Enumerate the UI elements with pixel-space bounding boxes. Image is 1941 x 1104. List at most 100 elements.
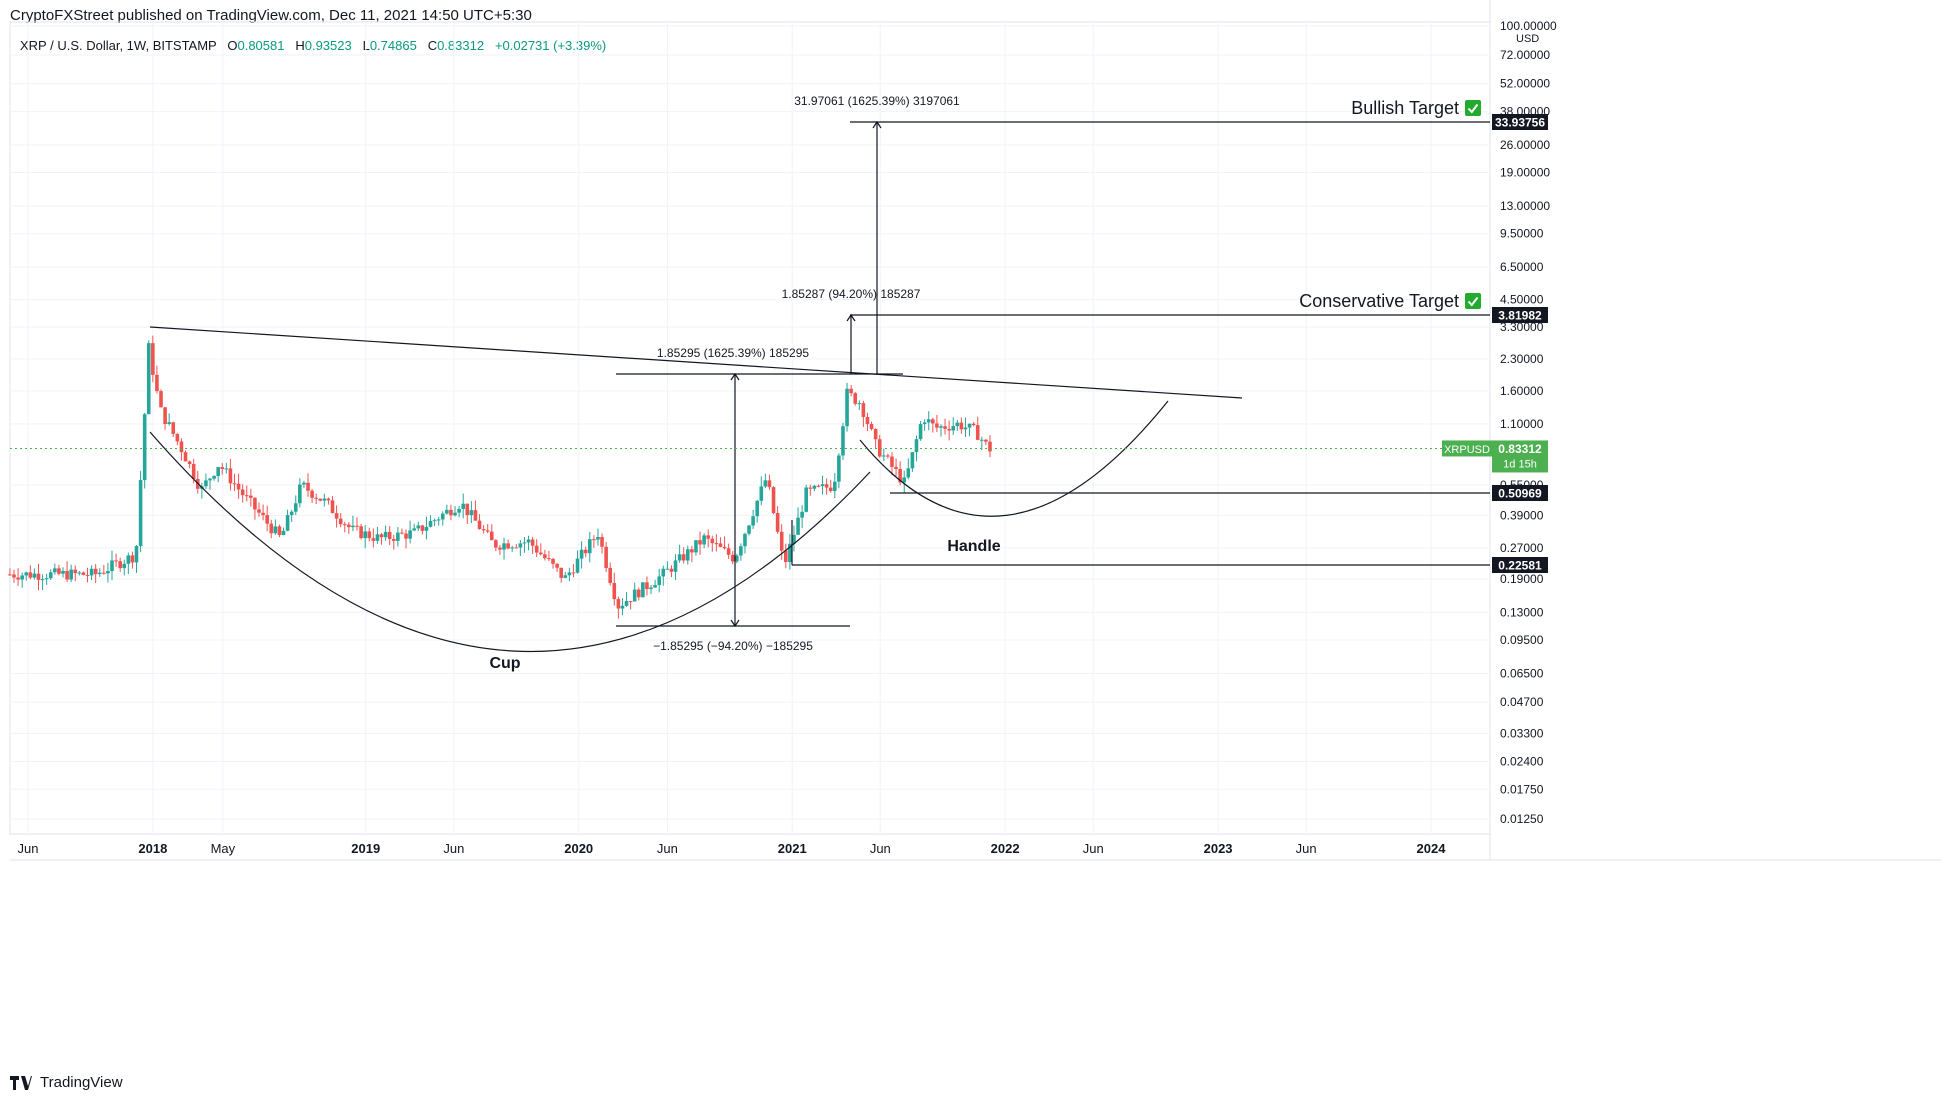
candle-body (514, 547, 519, 549)
price-tags: 33.93756 3.81982 0.50969 0.22581 XRPUSD 0.833… (1442, 114, 1548, 573)
candle (714, 534, 719, 552)
candle-body (600, 536, 604, 547)
price-tag-value: 0.22581 (1498, 559, 1542, 573)
candle (220, 463, 225, 475)
candle (604, 542, 608, 572)
candle-body (236, 483, 241, 490)
candle (93, 564, 98, 584)
price-tag-bg (1492, 114, 1548, 130)
symbol-tag-text: XRPUSD (1444, 444, 1490, 456)
price-tag-value: 0.50969 (1498, 487, 1542, 501)
candle (939, 424, 943, 437)
cup-label: Cup (489, 655, 520, 672)
candle-body (677, 554, 682, 561)
candle (890, 452, 894, 476)
price-axis: 100.0000072.0000052.0000038.0000026.0000… (1500, 19, 1557, 826)
candle-body (138, 480, 143, 547)
y-tick-label: 3.30000 (1500, 320, 1544, 334)
x-tick-label: 2018 (138, 841, 167, 856)
candle-body (338, 518, 343, 525)
publisher-header: CryptoFXStreet published on TradingView.… (10, 7, 532, 24)
candle (396, 526, 400, 547)
candle (489, 524, 494, 541)
conservative-check-icon (1465, 293, 1481, 309)
candle (661, 565, 666, 586)
candle (97, 568, 102, 577)
candle-body (416, 525, 421, 529)
candle-body (457, 509, 461, 513)
candle (575, 550, 580, 574)
candle (710, 535, 715, 552)
candle-body (971, 423, 976, 426)
candle (600, 533, 604, 554)
candle-body (208, 478, 212, 481)
conservative-measure-arrow-head (846, 313, 856, 322)
candle (547, 550, 551, 562)
candle-body (453, 512, 457, 516)
candle-body (559, 567, 563, 578)
candle-body (126, 555, 131, 564)
price-tag-bg (1492, 307, 1548, 323)
candle (759, 476, 764, 506)
candle (628, 600, 633, 610)
candle-body (730, 554, 735, 562)
candle (563, 571, 568, 579)
candle (281, 527, 286, 536)
candle (338, 512, 343, 528)
candle (882, 448, 886, 462)
candle (40, 574, 45, 591)
candle (228, 458, 233, 491)
candle (657, 568, 662, 593)
price-tag: 0.22581 (1492, 557, 1548, 573)
candle-body (837, 455, 841, 482)
candle (232, 473, 237, 491)
candle-body (440, 513, 445, 520)
candle (906, 458, 911, 480)
candle-body (187, 461, 192, 464)
candle (894, 458, 898, 477)
candle-body (657, 576, 662, 586)
candle (804, 484, 809, 513)
candle (775, 506, 780, 534)
candle-body (204, 480, 208, 487)
candle (616, 596, 621, 619)
conservative-check-icon-tick (1467, 296, 1479, 307)
handle-label: Handle (947, 538, 1000, 555)
candle-body (387, 531, 392, 539)
candle (481, 525, 486, 534)
candle (608, 562, 613, 586)
candle-body (775, 513, 780, 532)
candle-body (857, 403, 862, 405)
candle (788, 534, 792, 570)
candle (931, 417, 935, 433)
candle-body (975, 425, 980, 440)
candle (935, 414, 939, 433)
candle (677, 544, 682, 563)
candle-body (355, 525, 359, 527)
candle (898, 461, 902, 486)
candle-body (547, 558, 551, 560)
x-tick-label: Jun (657, 841, 678, 856)
candle (212, 475, 216, 481)
candle-body (36, 573, 41, 580)
current-price-value: 0.83312 (1498, 442, 1542, 456)
candle-body (155, 374, 159, 392)
candle (980, 436, 984, 450)
candle-body (792, 534, 796, 544)
candle-body (747, 525, 751, 534)
conservative-target-label: Conservative Target (1299, 291, 1459, 311)
candle (261, 504, 265, 521)
candle-body (400, 532, 404, 534)
candle (379, 532, 384, 545)
candle-body (436, 519, 441, 521)
candle (526, 535, 531, 551)
candle-body (220, 467, 225, 470)
candle (734, 553, 739, 564)
candle (326, 497, 331, 505)
candle-body (563, 575, 568, 578)
y-tick-label: 0.27000 (1500, 541, 1544, 555)
candle-body (922, 422, 927, 425)
candle (971, 421, 976, 427)
candle (330, 496, 335, 514)
